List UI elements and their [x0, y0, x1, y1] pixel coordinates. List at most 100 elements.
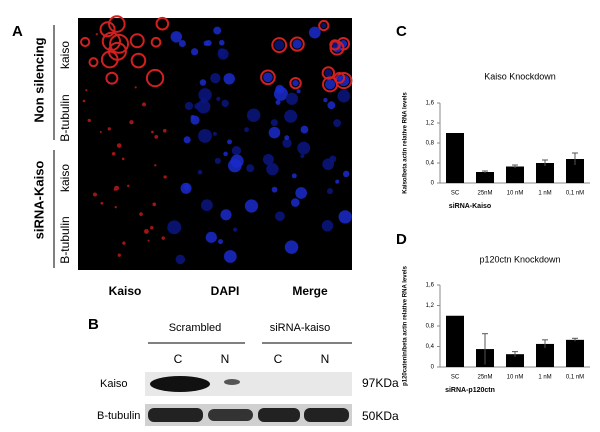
cell	[109, 33, 130, 54]
cell	[216, 96, 221, 101]
protein-label: Kaiso	[100, 378, 128, 390]
cell	[210, 72, 221, 84]
bar	[476, 172, 494, 183]
cell	[271, 186, 278, 193]
x-tick-label: 25nM	[477, 375, 492, 381]
bar	[446, 315, 464, 367]
cell	[199, 79, 207, 86]
cell	[220, 209, 232, 221]
group-label: Non silencing	[31, 37, 46, 122]
x-tick-label: 0,1 nM	[566, 191, 584, 197]
y-tick-label: 0	[431, 365, 435, 371]
cell	[198, 88, 212, 102]
bar	[536, 163, 554, 183]
cell	[332, 42, 338, 48]
cell	[323, 97, 328, 103]
cell	[289, 36, 305, 52]
cell	[230, 154, 244, 168]
cell	[196, 99, 211, 114]
cell	[154, 164, 157, 167]
x-tick-label: 25nM	[477, 191, 492, 197]
cell	[167, 220, 182, 235]
band	[148, 408, 203, 422]
cell	[175, 254, 186, 265]
cell	[321, 220, 334, 232]
cell	[163, 175, 167, 179]
y-axis-label: p120catenin/beta actin relative RNA leve…	[403, 265, 409, 385]
cell	[213, 26, 222, 35]
group-label: siRNA-Kaiso	[31, 161, 46, 240]
y-tick-label: 0,8	[426, 141, 435, 147]
size-label: 97KDa	[362, 376, 399, 390]
row-label: kaiso	[58, 164, 72, 192]
y-axis-label: Kaiso/beta actin relative RNA levels	[403, 92, 409, 194]
cell	[198, 128, 212, 143]
chart-title: p120ctn Knockdown	[479, 254, 560, 264]
cell	[290, 198, 300, 207]
cell	[170, 31, 183, 43]
protein-label: B-tubulin	[97, 410, 140, 422]
row-label: B-tubulin	[58, 216, 72, 263]
x-tick-label: 10 nM	[507, 191, 524, 197]
cell	[218, 39, 225, 46]
cell	[333, 119, 342, 127]
cell	[297, 141, 311, 155]
band	[304, 408, 349, 422]
cell	[108, 15, 126, 33]
row-label: B-tubulin	[58, 94, 72, 141]
cell	[300, 125, 309, 134]
cell	[284, 240, 299, 254]
cell	[329, 155, 337, 163]
x-tick-label: 10 nM	[507, 375, 524, 381]
cell	[300, 153, 305, 159]
cell	[130, 52, 147, 69]
cell	[99, 130, 102, 133]
cell	[134, 86, 137, 89]
cell	[233, 227, 238, 232]
cell	[205, 231, 217, 243]
column-label: Merge	[292, 284, 328, 298]
cell	[291, 173, 297, 179]
cell	[92, 192, 97, 197]
cell	[150, 36, 162, 48]
cell	[260, 69, 276, 86]
cell	[152, 202, 157, 207]
lane-label: C	[274, 352, 283, 366]
cell	[155, 16, 170, 31]
band	[258, 408, 300, 422]
cell	[147, 239, 150, 242]
cell	[246, 164, 255, 173]
cell	[337, 89, 351, 103]
cell	[183, 136, 191, 144]
cell	[329, 39, 341, 51]
x-tick-label: SC	[451, 191, 460, 197]
cell	[217, 239, 224, 245]
cell	[116, 143, 122, 148]
band	[208, 409, 253, 421]
cell	[100, 201, 104, 205]
cell	[214, 157, 221, 165]
cell	[284, 109, 298, 123]
cell	[275, 84, 285, 94]
cell	[151, 130, 154, 134]
cell	[266, 162, 279, 176]
row-label: kaiso	[58, 41, 72, 69]
cell	[333, 71, 346, 84]
cell	[318, 19, 330, 32]
cell	[289, 76, 302, 90]
cell	[178, 40, 186, 48]
y-tick-label: 1,6	[426, 101, 435, 107]
cell	[282, 138, 292, 148]
cell	[342, 170, 350, 178]
column-label: DAPI	[211, 284, 240, 298]
cell	[107, 41, 127, 61]
cell	[244, 199, 259, 213]
cell	[223, 73, 235, 85]
cell	[271, 37, 288, 54]
cell	[336, 74, 343, 81]
cell	[221, 99, 229, 108]
cell	[326, 188, 333, 195]
cell	[324, 79, 336, 90]
cell	[144, 229, 149, 234]
